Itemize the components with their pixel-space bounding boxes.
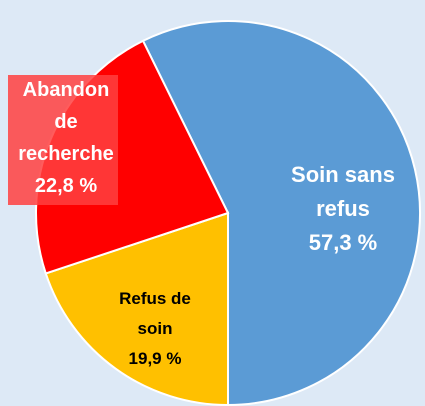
value-label: 22,8 % xyxy=(34,175,98,197)
category-label: Abandon de recherche xyxy=(18,79,114,165)
label-box xyxy=(8,75,118,205)
slice-label: Soin sans refus 57,3 % xyxy=(278,158,408,260)
value-label: 57,3 % xyxy=(308,230,378,256)
pie-slice xyxy=(44,211,229,406)
category-label: Soin sans refus xyxy=(291,162,395,222)
slice-label: Abandon de recherche 22,8 % xyxy=(9,74,123,202)
value-label: 19,9 % xyxy=(128,348,182,368)
slice-label: Refus de soin 19,9 % xyxy=(105,284,205,373)
pie-slice xyxy=(141,20,421,406)
category-label: Refus de soin xyxy=(119,289,191,338)
